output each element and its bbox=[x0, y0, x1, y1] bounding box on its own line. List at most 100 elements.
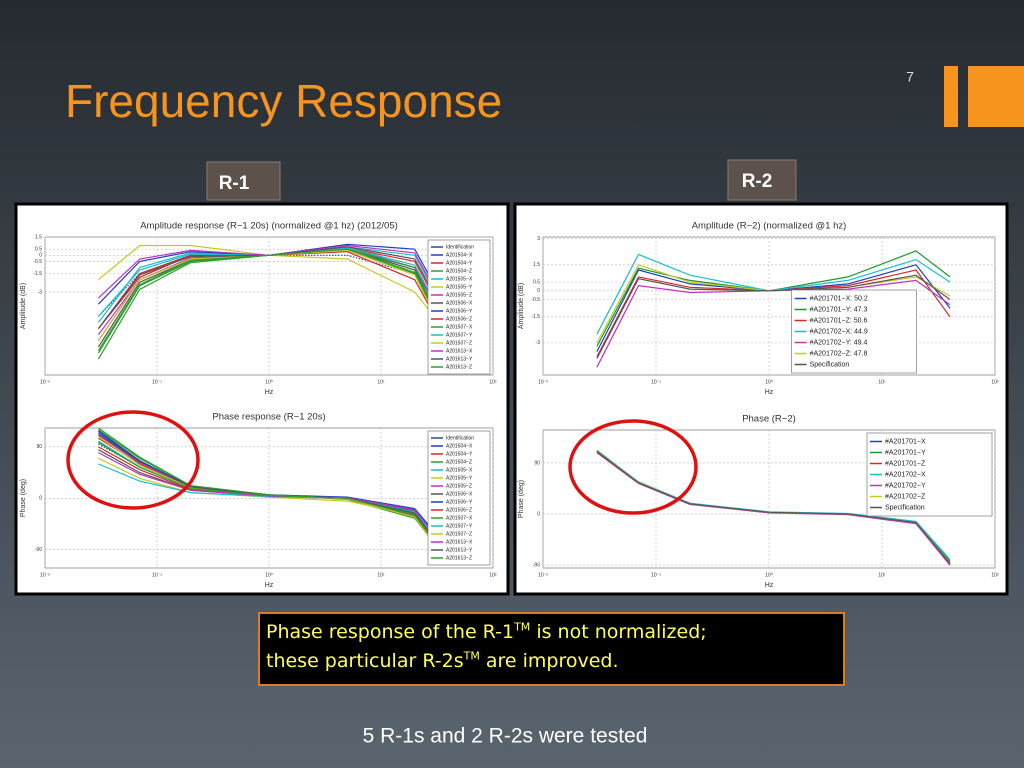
legend-label: Identification bbox=[446, 244, 474, 250]
label-box bbox=[727, 159, 797, 201]
label: R-2 bbox=[742, 171, 773, 192]
legend-label: #A201701−Y: 47.3 bbox=[810, 306, 868, 313]
legend-label: #A201701−Z bbox=[885, 460, 926, 467]
chart-title: Phase (R−2) bbox=[742, 414, 796, 425]
legend-box bbox=[866, 432, 993, 517]
x-tick-label: 10⁻² bbox=[538, 379, 548, 385]
legend-label: A201507−Y bbox=[446, 332, 473, 338]
highlight-circle bbox=[66, 410, 200, 510]
x-tick-label: 10¹ bbox=[377, 379, 385, 385]
y-axis-label: Phase (deg) bbox=[20, 479, 27, 517]
legend-label: A201505−Y bbox=[446, 475, 473, 481]
x-tick-label: 10⁻² bbox=[40, 379, 50, 385]
y-tick-label: 0 bbox=[39, 496, 42, 502]
series-line bbox=[97, 248, 449, 351]
label-box bbox=[206, 161, 281, 201]
y-tick-label: -90 bbox=[533, 562, 540, 568]
legend-label: A201506−Y bbox=[446, 308, 473, 314]
highlight-circle bbox=[568, 419, 698, 515]
accent-block bbox=[968, 66, 1024, 127]
legend-label: A201505−Z bbox=[446, 483, 472, 489]
x-axis-label: Hz bbox=[765, 582, 774, 589]
legend-label: #A201702−Y: 49.4 bbox=[810, 339, 868, 346]
legend-label: #A201701−Y bbox=[885, 449, 926, 456]
x-tick-label: 10⁻¹ bbox=[651, 572, 661, 578]
x-tick-label: 10⁰ bbox=[265, 379, 273, 385]
slide-title: Frequency Response bbox=[65, 75, 502, 127]
series-line bbox=[596, 451, 951, 564]
x-tick-label: 10⁻¹ bbox=[651, 379, 661, 385]
y-tick-label: -1.5 bbox=[531, 314, 540, 320]
legend-label: A201613−Z bbox=[446, 364, 472, 370]
y-axis-label: Amplitude (dB) bbox=[518, 283, 525, 329]
legend-label: A201505−Y bbox=[446, 284, 473, 290]
legend-label: A201613−X bbox=[446, 539, 473, 545]
x-tick-label: 10² bbox=[991, 379, 999, 385]
legend-label: A201505−X bbox=[446, 276, 473, 282]
legend-label: A201506−X bbox=[446, 491, 473, 497]
legend-label: A201505−X bbox=[446, 467, 473, 473]
y-tick-label: -3 bbox=[536, 340, 541, 346]
x-tick-label: 10⁻¹ bbox=[152, 379, 162, 385]
legend-label: #A201702−Z: 47.8 bbox=[810, 350, 868, 357]
legend-label: A201504−X bbox=[446, 443, 473, 449]
y-tick-label: 1.5 bbox=[35, 234, 42, 240]
x-tick-label: 10⁻² bbox=[538, 572, 548, 578]
legend-box bbox=[791, 289, 917, 374]
legend-label: A201507−Y bbox=[446, 523, 473, 529]
x-tick-label: 10² bbox=[991, 572, 999, 578]
legend-label: #A201702−Z bbox=[885, 493, 926, 500]
legend-label: A201613−X bbox=[446, 348, 473, 354]
legend-label: A201505−Z bbox=[446, 292, 472, 298]
y-tick-label: 0 bbox=[537, 511, 540, 517]
x-tick-label: 10² bbox=[489, 572, 497, 578]
legend-label: A201507−Z bbox=[446, 531, 472, 537]
series-line bbox=[596, 274, 951, 359]
legend-label: A201613−Y bbox=[446, 547, 473, 553]
series-line bbox=[98, 441, 449, 559]
legend-label: A201504−Z bbox=[446, 268, 472, 274]
legend-label: #A201702−X: 44.9 bbox=[810, 328, 868, 335]
y-tick-label: 0.5 bbox=[533, 279, 540, 285]
y-tick-label: 90 bbox=[36, 444, 42, 450]
legend-label: A201504−Z bbox=[446, 459, 472, 465]
x-tick-label: 10⁰ bbox=[765, 572, 773, 578]
legend-label: #A201702−Y bbox=[885, 482, 926, 489]
x-tick-label: 10¹ bbox=[878, 572, 886, 578]
callout-text: is not normalized; bbox=[530, 621, 707, 643]
legend-label: A201507−Z bbox=[446, 340, 472, 346]
y-tick-label: 0 bbox=[39, 253, 42, 259]
y-tick-label: -3 bbox=[38, 289, 43, 295]
chart-title: Amplitude response (R−1 20s) (normalized… bbox=[140, 221, 398, 232]
legend-label: A201613−Z bbox=[446, 555, 472, 561]
x-axis-label: Hz bbox=[265, 582, 274, 589]
legend-label: #A201702−X bbox=[885, 471, 926, 478]
y-axis-label: Phase (deg) bbox=[518, 480, 525, 518]
label: R-1 bbox=[219, 173, 250, 194]
x-tick-label: 10⁻¹ bbox=[152, 572, 162, 578]
legend-label: Identification bbox=[446, 435, 474, 441]
callout-sup: TM bbox=[463, 649, 480, 663]
y-tick-label: 3 bbox=[537, 236, 540, 242]
x-tick-label: 10² bbox=[489, 379, 497, 385]
legend-label: A201504−Y bbox=[446, 260, 473, 266]
legend-label: A201613−Y bbox=[446, 356, 473, 362]
y-tick-label: -90 bbox=[35, 547, 42, 553]
legend-label: #A201701−Z: 50.6 bbox=[810, 317, 868, 324]
footer: 5 R-1s and 2 R-2s were tested bbox=[363, 725, 648, 748]
chart-title: Amplitude (R−2) (normalized @1 hz) bbox=[692, 221, 847, 232]
legend-label: #A201701−X: 50.2 bbox=[810, 295, 868, 302]
legend-label: Specification bbox=[885, 504, 925, 511]
x-tick-label: 10⁰ bbox=[265, 572, 273, 578]
y-tick-label: -0.5 bbox=[531, 297, 540, 303]
legend-label: A201507−X bbox=[446, 324, 473, 330]
legend-label: A201504−X bbox=[446, 252, 473, 258]
x-tick-label: 10¹ bbox=[878, 379, 886, 385]
y-tick-label: -0.5 bbox=[33, 259, 42, 265]
page-number: 7 bbox=[906, 69, 914, 85]
chart-title: Phase response (R−1 20s) bbox=[212, 412, 325, 423]
legend-label: #A201701−X bbox=[885, 438, 926, 445]
accent-bar bbox=[944, 66, 958, 127]
legend-label: A201507−X bbox=[446, 515, 473, 521]
